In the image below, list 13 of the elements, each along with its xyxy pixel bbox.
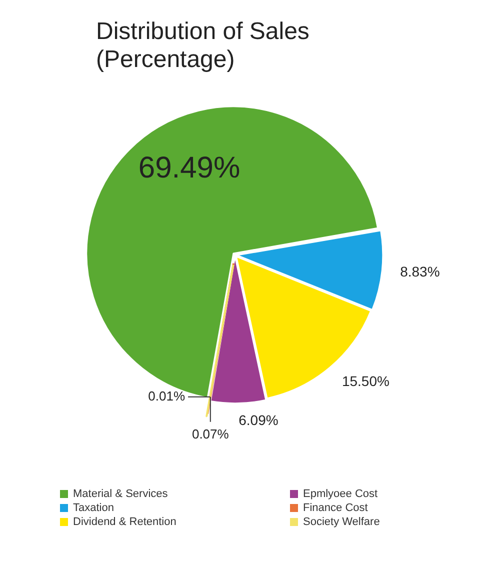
data-label: 6.09%	[238, 412, 278, 428]
data-label: 8.83%	[400, 263, 440, 280]
legend-label: Material & Services	[73, 488, 168, 500]
data-label: 0.01%	[148, 388, 186, 404]
data-label: 0.07%	[192, 426, 230, 442]
legend-label: Taxation	[73, 502, 114, 514]
legend-label: Finance Cost	[303, 502, 368, 514]
data-label: 69.49%	[138, 151, 240, 184]
chart-title: Distribution of Sales (Percentage)	[96, 18, 310, 74]
data-label: 15.50%	[342, 372, 390, 389]
legend-label: Dividend & Retention	[73, 516, 176, 528]
legend-label: Epmlyoee Cost	[303, 488, 378, 500]
legend-label: Society Welfare	[303, 516, 380, 528]
